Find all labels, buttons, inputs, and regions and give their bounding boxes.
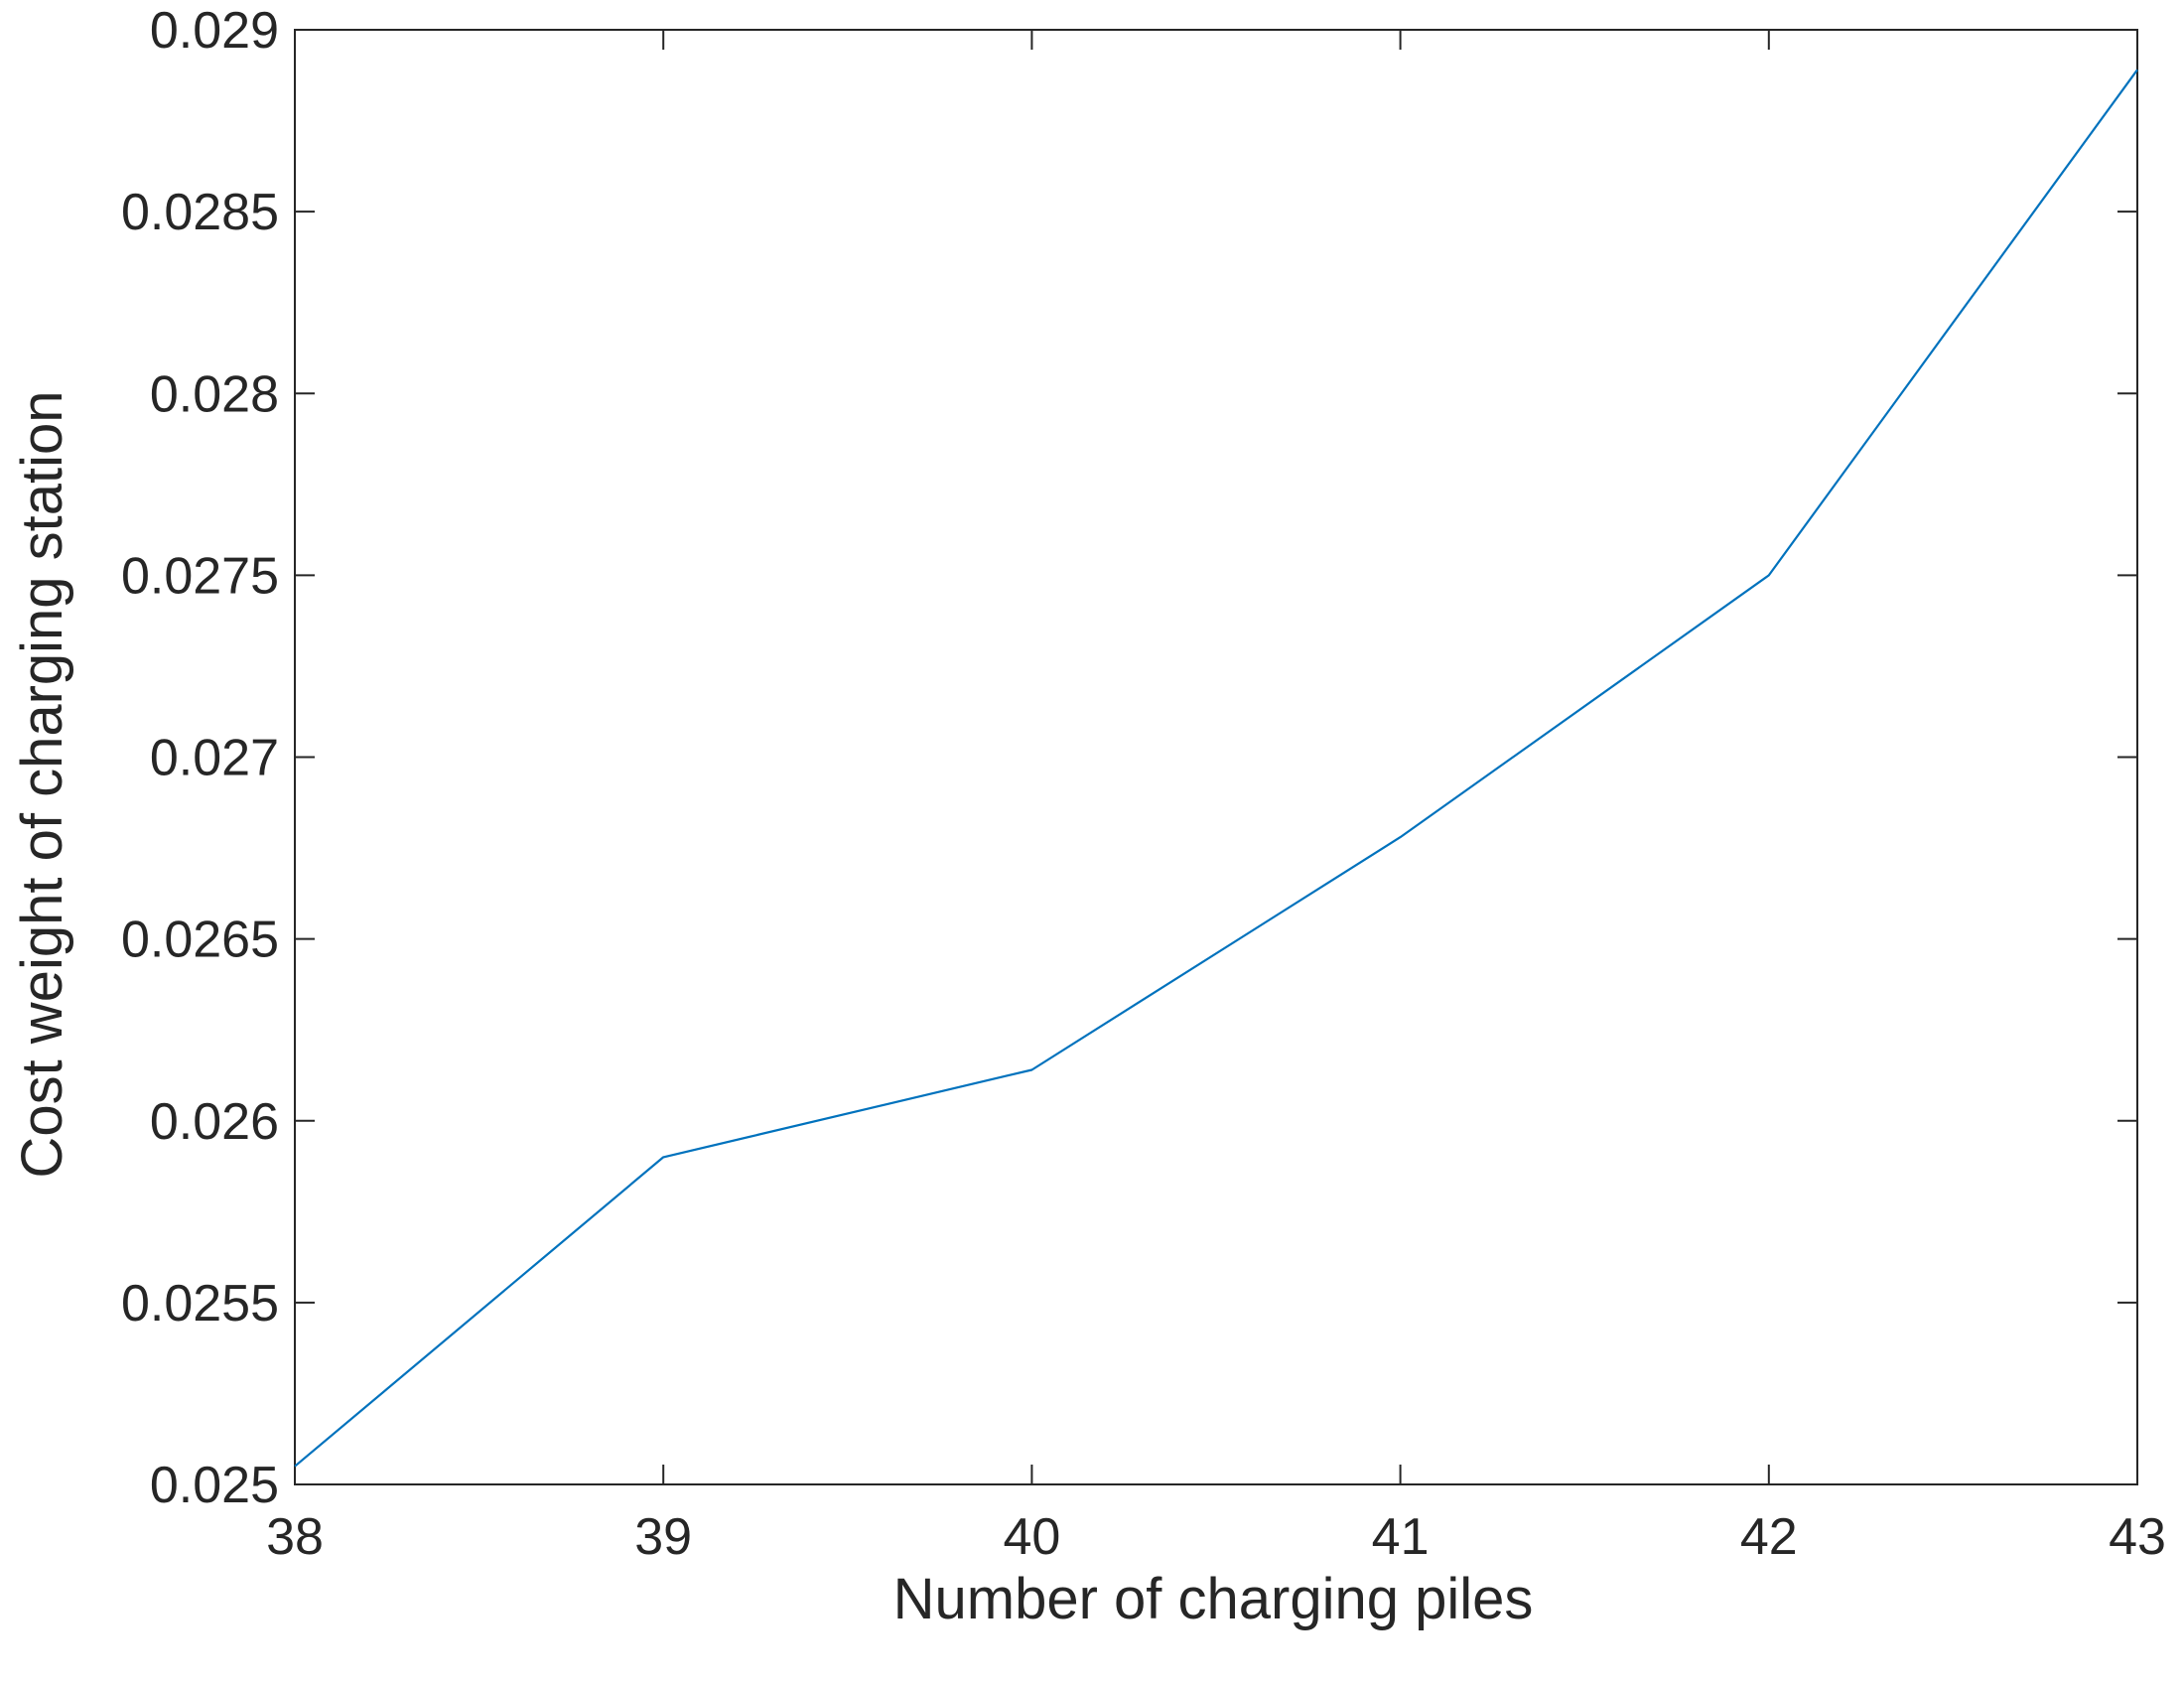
series-layer <box>294 69 2138 1468</box>
x-tick-label: 39 <box>634 1508 692 1566</box>
y-tick-label: 0.025 <box>150 1457 279 1514</box>
x-tick-label: 41 <box>1372 1508 1430 1566</box>
x-tick-label: 38 <box>266 1508 324 1566</box>
y-tick-label: 0.027 <box>150 730 279 787</box>
x-tick-label: 42 <box>1740 1508 1798 1566</box>
y-tick-label: 0.0255 <box>121 1275 279 1333</box>
y-tick-label: 0.0275 <box>121 547 279 605</box>
y-axis-label: Cost weight of charging station <box>10 390 74 1178</box>
plot-area <box>294 29 2138 1485</box>
y-tick-label: 0.0285 <box>121 184 279 241</box>
tick-labels: 38 39 40 41 42 43 0.025 0.0255 0.026 0.0265 0.027 0… <box>121 2 2166 1566</box>
axes-box <box>294 29 2138 1485</box>
series-line-0 <box>294 69 2138 1468</box>
y-tick-label: 0.026 <box>150 1093 279 1151</box>
y-tick-label: 0.0265 <box>121 912 279 969</box>
x-tick-label: 43 <box>2109 1508 2166 1566</box>
x-tick-label: 40 <box>1003 1508 1060 1566</box>
x-axis-label: Number of charging piles <box>893 1567 1534 1631</box>
y-tick-label: 0.028 <box>150 365 279 423</box>
axis-ticks <box>294 29 2138 1485</box>
y-tick-label: 0.029 <box>150 2 279 60</box>
